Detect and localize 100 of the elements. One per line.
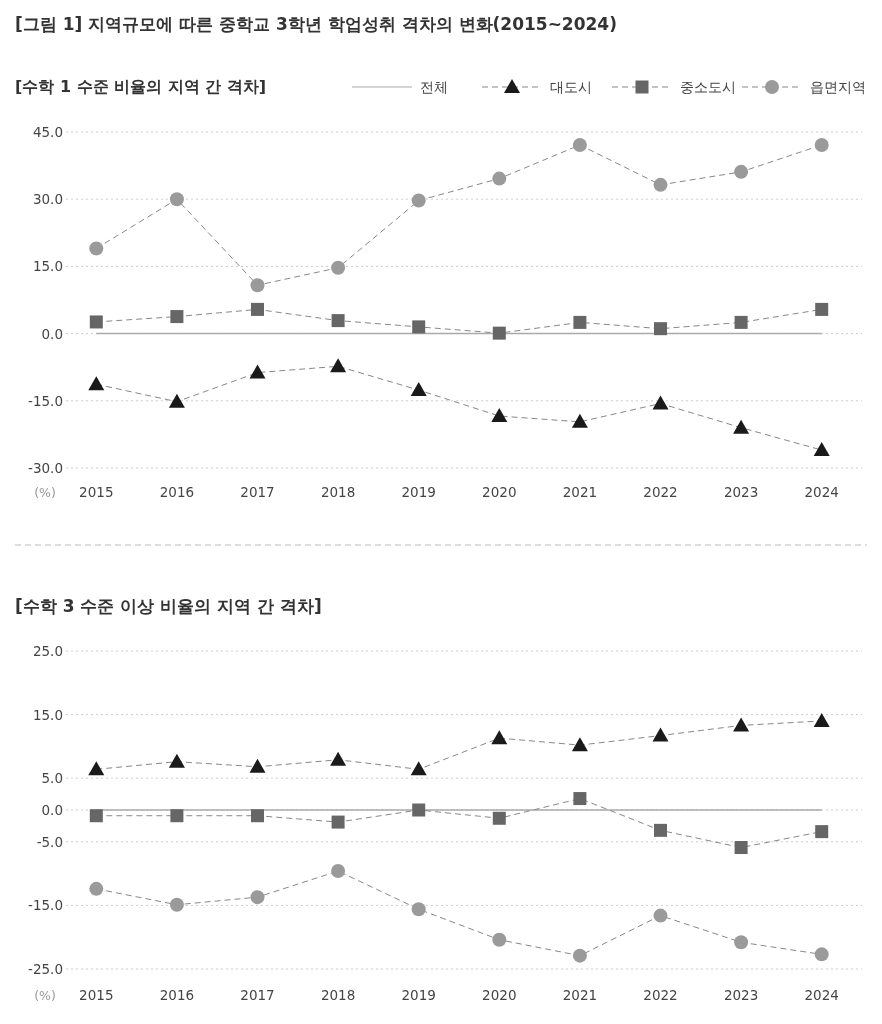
- point: [411, 902, 426, 917]
- point: [411, 193, 426, 208]
- point: [653, 177, 668, 192]
- point: [331, 864, 346, 879]
- point: [572, 948, 587, 963]
- point: [572, 137, 587, 152]
- point: [492, 171, 507, 186]
- x-tick-label: 2020: [482, 484, 517, 500]
- legend-label: 전체: [420, 79, 448, 95]
- legend-label: 대도시: [550, 79, 592, 95]
- point: [89, 809, 103, 823]
- y-tick-label: 0.0: [41, 325, 63, 342]
- point: [170, 809, 184, 823]
- point: [492, 932, 507, 947]
- x-tick-label: 2022: [643, 987, 678, 1003]
- y-tick-label: -25.0: [28, 961, 63, 977]
- point: [251, 809, 264, 823]
- x-tick-label: 2022: [643, 484, 678, 500]
- point: [571, 413, 588, 428]
- x-tick-label: 2015: [79, 484, 114, 500]
- x-tick-label: 2021: [562, 484, 598, 500]
- y-tick-label: 25.0: [32, 643, 63, 659]
- point: [571, 737, 588, 752]
- point: [410, 382, 427, 397]
- point: [652, 395, 669, 410]
- point: [653, 908, 668, 923]
- x-tick-label: 2023: [723, 987, 759, 1003]
- point: [491, 408, 508, 423]
- point: [251, 302, 264, 316]
- chart-subtitle: [수학 1 수준 비율의 지역 간 격차]: [15, 77, 267, 96]
- y-tick-label: 0.0: [41, 802, 63, 818]
- point: [168, 393, 185, 408]
- point: [573, 315, 587, 329]
- x-tick-label: 2017: [240, 987, 275, 1003]
- point: [733, 717, 750, 732]
- x-tick-label: 2023: [723, 484, 759, 500]
- point: [815, 825, 829, 839]
- y-tick-label: -30.0: [28, 460, 63, 476]
- point: [170, 310, 184, 324]
- point: [331, 314, 345, 328]
- point: [412, 803, 426, 817]
- x-tick-label: 2018: [320, 484, 356, 500]
- point: [814, 947, 829, 962]
- point: [492, 326, 506, 340]
- chart-title: [그림 1] 지역규모에 따른 중학교 3학년 학업성취 격차의 변화(2015~2024): [15, 14, 617, 34]
- point: [412, 320, 426, 334]
- point: [88, 761, 105, 776]
- y-tick-label: -5.0: [36, 833, 63, 850]
- point: [813, 442, 830, 457]
- point: [330, 751, 347, 766]
- point: [814, 137, 829, 152]
- point: [250, 278, 265, 293]
- point: [734, 164, 749, 179]
- point: [168, 753, 185, 768]
- point: [734, 315, 748, 329]
- x-tick-label: 2017: [240, 484, 275, 500]
- x-tick-label: 2024: [804, 484, 839, 500]
- point: [331, 815, 345, 829]
- point: [492, 811, 506, 825]
- x-tick-label: 2019: [401, 484, 436, 500]
- point: [654, 322, 667, 336]
- x-tick-label: 2015: [79, 987, 114, 1003]
- x-tick-label: 2024: [804, 987, 839, 1003]
- point: [89, 241, 104, 256]
- y-tick-label: 15.0: [32, 258, 63, 275]
- x-tick-label: 2019: [401, 987, 436, 1003]
- legend-label: 중소도시: [680, 79, 736, 95]
- point: [169, 897, 184, 912]
- point: [88, 376, 105, 391]
- x-tick-label: 2016: [159, 484, 195, 500]
- y-tick-label: -15.0: [28, 897, 63, 914]
- y-tick-label: -15.0: [28, 392, 63, 409]
- y-axis-title: (%): [34, 988, 56, 1003]
- point: [654, 823, 667, 837]
- point: [331, 260, 346, 275]
- point: [573, 792, 587, 806]
- x-tick-label: 2018: [320, 987, 356, 1003]
- y-axis-title: (%): [34, 485, 56, 500]
- point: [249, 364, 266, 379]
- point: [330, 358, 347, 373]
- y-tick-label: 30.0: [32, 191, 63, 208]
- point: [250, 890, 265, 905]
- x-tick-label: 2016: [159, 987, 195, 1003]
- point: [734, 841, 748, 855]
- point: [169, 192, 184, 207]
- point: [734, 935, 749, 950]
- point: [491, 730, 508, 745]
- point: [652, 727, 669, 742]
- point: [815, 302, 829, 316]
- point: [733, 419, 750, 434]
- y-tick-label: 15.0: [32, 706, 63, 723]
- legend-label: 읍면지역: [810, 79, 866, 95]
- point: [249, 758, 266, 773]
- point: [410, 761, 427, 776]
- x-tick-label: 2021: [562, 987, 598, 1003]
- point: [89, 315, 103, 329]
- y-tick-label: 45.0: [32, 124, 63, 140]
- chart-title: [수학 3 수준 이상 비율의 지역 간 격차]: [15, 596, 322, 616]
- y-tick-label: 5.0: [41, 770, 63, 787]
- point: [89, 881, 104, 896]
